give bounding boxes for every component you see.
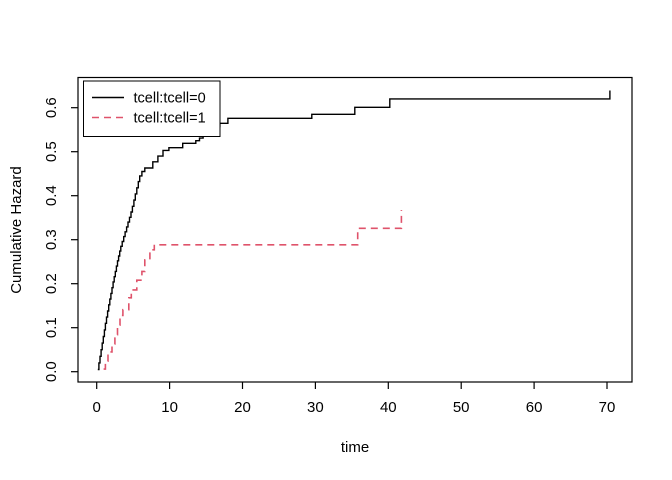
y-tick-label: 0.4 [43, 185, 60, 206]
x-tick-label: 20 [234, 399, 251, 416]
legend-box [83, 80, 221, 137]
y-tick-label: 0.1 [43, 317, 60, 338]
y-tick-label: 0.0 [43, 361, 60, 382]
y-tick-label: 0.6 [43, 97, 60, 118]
x-axis: 0 10 20 30 40 50 60 70 [93, 382, 616, 416]
x-tick-label: 70 [599, 399, 616, 416]
x-tick-label: 60 [526, 399, 543, 416]
series-line-1 [103, 210, 403, 370]
x-tick-label: 50 [453, 399, 470, 416]
x-axis-title: time [341, 439, 369, 456]
y-tick-label: 0.5 [43, 141, 60, 162]
y-tick-label: 0.3 [43, 229, 60, 250]
plot-box [77, 76, 633, 383]
x-tick-label: 30 [307, 399, 324, 416]
legend-label-tcell0: tcell:tcell=0 [134, 91, 206, 107]
legend: tcell:tcell=0 tcell:tcell=1 [83, 80, 221, 137]
y-axis-title: Cumulative Hazard [8, 166, 25, 294]
x-tick-label: 0 [93, 399, 101, 416]
y-axis: 0.0 0.1 0.2 0.3 0.4 0.5 0.6 [43, 97, 78, 382]
y-tick-label: 0.2 [43, 273, 60, 294]
x-tick-label: 40 [380, 399, 397, 416]
x-tick-label: 10 [161, 399, 178, 416]
legend-label-tcell1: tcell:tcell=1 [134, 111, 206, 127]
